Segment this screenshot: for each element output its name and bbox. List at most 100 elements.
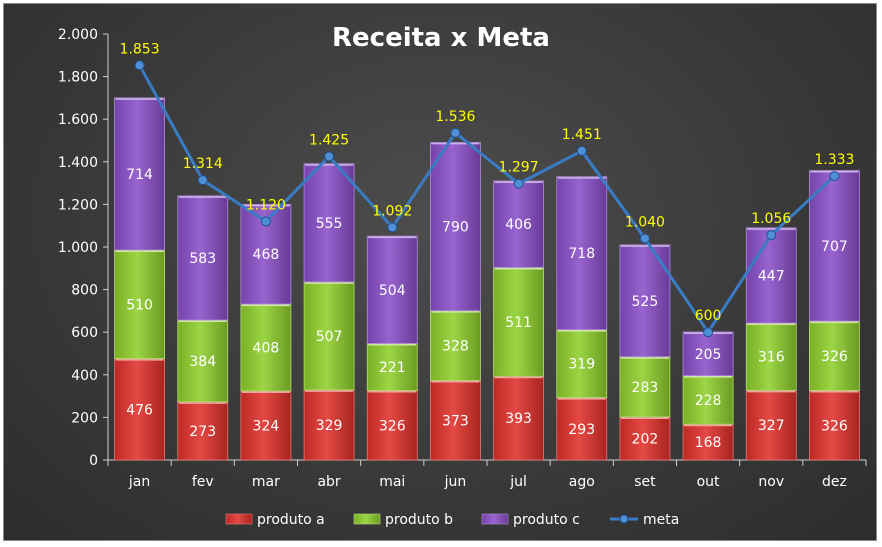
data-label: 326 bbox=[379, 418, 406, 434]
bar-produto-a-out bbox=[682, 423, 734, 461]
meta-data-label: 1.536 bbox=[435, 109, 475, 125]
bar-produto-b-dez bbox=[809, 320, 860, 391]
bar-produto-a-mar bbox=[240, 390, 292, 461]
data-label: 221 bbox=[379, 360, 406, 376]
y-tick-label: 400 bbox=[71, 368, 98, 384]
meta-point-ago bbox=[576, 145, 587, 156]
data-label: 373 bbox=[442, 413, 469, 429]
x-tick-label: jan bbox=[128, 474, 150, 490]
data-label: 324 bbox=[253, 418, 280, 434]
bar-produto-c-jan bbox=[114, 97, 165, 251]
y-tick-label: 1.200 bbox=[58, 197, 98, 213]
data-label: 202 bbox=[632, 431, 659, 447]
bar-produto-c-out bbox=[682, 331, 734, 377]
bar-produto-a-abr bbox=[303, 389, 355, 461]
data-label: 326 bbox=[821, 349, 848, 365]
data-label: 718 bbox=[568, 246, 595, 262]
data-label: 583 bbox=[189, 251, 216, 267]
data-label: 510 bbox=[126, 297, 153, 313]
y-tick-label: 1.400 bbox=[58, 155, 98, 171]
meta-data-label: 1.425 bbox=[309, 132, 349, 148]
meta-point-fev bbox=[197, 175, 208, 186]
x-tick-label: fev bbox=[192, 474, 214, 490]
meta-point-mai bbox=[387, 222, 398, 233]
bar-produto-a-ago bbox=[556, 397, 608, 461]
data-label: 326 bbox=[821, 418, 848, 434]
bar-produto-b-out bbox=[682, 375, 734, 425]
y-tick-label: 1.600 bbox=[58, 112, 98, 128]
data-label: 205 bbox=[695, 347, 722, 363]
y-tick-label: 200 bbox=[71, 410, 98, 426]
meta-point-nov bbox=[766, 230, 777, 241]
data-label: 408 bbox=[253, 341, 280, 357]
y-tick-label: 2.000 bbox=[58, 27, 98, 43]
axes: 0 200 400 600 800 1.000 1.200 1.400 1.600 1.800 2.… bbox=[58, 27, 867, 490]
x-tick-label: abr bbox=[317, 474, 340, 490]
meta-point-jun bbox=[450, 127, 461, 138]
data-label: 293 bbox=[568, 422, 595, 438]
y-tick-label: 1.800 bbox=[58, 70, 98, 86]
bar-produto-a-jan bbox=[114, 358, 165, 461]
data-label: 447 bbox=[758, 268, 785, 284]
legend-label: meta bbox=[643, 512, 679, 528]
y-tick-label: 1.000 bbox=[58, 240, 98, 256]
data-label: 790 bbox=[442, 220, 469, 236]
legend-label: produto a bbox=[257, 512, 325, 528]
meta-data-label: 1.314 bbox=[183, 156, 223, 172]
meta-data-label: 600 bbox=[695, 308, 722, 324]
bar-produto-b-jan bbox=[114, 249, 165, 360]
data-label: 328 bbox=[442, 339, 469, 355]
bar-produto-b-set bbox=[619, 356, 671, 418]
meta-point-mar bbox=[260, 216, 271, 227]
meta-point-abr bbox=[324, 151, 335, 162]
legend-label: produto c bbox=[513, 512, 580, 528]
x-tick-label: mai bbox=[379, 474, 405, 490]
bar-produto-c-mai bbox=[366, 235, 418, 344]
bar-produto-b-mar bbox=[240, 303, 292, 392]
legend: produto a produto b produto c meta bbox=[225, 512, 679, 528]
data-label: 504 bbox=[379, 283, 406, 299]
chart-canvas: Receita x Meta 0 200 400 600 800 1.000 1.200 1.… bbox=[58, 23, 867, 528]
data-label: 406 bbox=[505, 217, 532, 233]
data-label: 714 bbox=[126, 167, 153, 183]
meta-data-label: 1.853 bbox=[120, 41, 160, 57]
data-label: 319 bbox=[568, 357, 595, 373]
legend-swatch bbox=[225, 513, 253, 525]
data-label: 228 bbox=[695, 393, 722, 409]
meta-point-jan bbox=[134, 60, 145, 71]
data-label: 384 bbox=[189, 354, 216, 370]
bar-produto-a-nov bbox=[745, 389, 797, 461]
meta-point-out bbox=[703, 327, 714, 338]
x-tick-label: set bbox=[634, 474, 656, 490]
data-label: 393 bbox=[505, 411, 532, 427]
data-label: 273 bbox=[189, 424, 216, 440]
bar-produto-b-ago bbox=[556, 329, 608, 398]
x-tick-label: out bbox=[697, 474, 720, 490]
bar-produto-a-dez bbox=[809, 390, 860, 461]
legend-swatch bbox=[481, 513, 509, 525]
data-label: 707 bbox=[821, 239, 848, 255]
legend-label: produto b bbox=[385, 512, 453, 528]
bar-produto-a-mai bbox=[366, 390, 418, 461]
bar-produto-b-abr bbox=[303, 281, 355, 391]
data-label: 476 bbox=[126, 402, 153, 418]
meta-point-set bbox=[639, 233, 650, 244]
meta-line: 1.853 1.314 1.120 1.425 1.092 1.536 1.297 1.451… bbox=[120, 41, 854, 338]
bar-produto-b-jun bbox=[430, 310, 481, 381]
data-label: 468 bbox=[253, 247, 280, 263]
meta-point-jul bbox=[513, 178, 524, 189]
meta-line-path bbox=[138, 64, 836, 334]
bar-produto-c-fev bbox=[177, 195, 229, 321]
data-label: 329 bbox=[316, 418, 343, 434]
chart-title: Receita x Meta bbox=[332, 23, 550, 53]
data-label: 555 bbox=[316, 216, 343, 232]
meta-data-label: 1.092 bbox=[372, 203, 412, 219]
meta-data-label: 1.451 bbox=[562, 127, 602, 143]
meta-data-label: 1.040 bbox=[625, 214, 665, 230]
data-label: 168 bbox=[695, 435, 722, 451]
x-tick-label: dez bbox=[822, 474, 847, 490]
x-tick-label: mar bbox=[252, 474, 280, 490]
bars: 476 510 714 273 384 583 324 408 468 329 507 555 326 2… bbox=[114, 97, 860, 461]
y-tick-label: 0 bbox=[89, 453, 98, 469]
data-label: 525 bbox=[632, 294, 659, 310]
